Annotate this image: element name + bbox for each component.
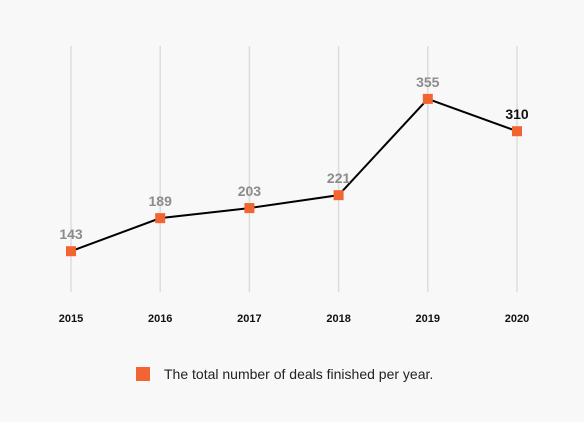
- x-tick-label-2019: 2019: [416, 313, 440, 325]
- legend-label: The total number of deals finished per y…: [164, 366, 434, 382]
- x-tick-label-2015: 2015: [59, 313, 83, 325]
- x-tick-label-2018: 2018: [326, 313, 350, 325]
- data-point-2020: [512, 126, 522, 137]
- data-point-2019: [422, 93, 433, 104]
- data-labels: 143 189 203 221 355 310: [59, 74, 529, 242]
- data-point-2017: [244, 203, 255, 214]
- data-label-2019: 355: [416, 74, 440, 90]
- x-tick-label-2020: 2020: [505, 313, 529, 325]
- grid-lines: [70, 46, 518, 292]
- legend: The total number of deals finished per y…: [136, 366, 433, 382]
- data-label-2020: 310: [505, 106, 529, 122]
- x-tick-label-2016: 2016: [148, 313, 172, 325]
- x-tick-label-2017: 2017: [237, 313, 261, 325]
- series-line-layer: [70, 97, 518, 253]
- data-point-2015: [66, 246, 76, 257]
- data-label-2016: 189: [149, 193, 173, 209]
- data-point-2018: [333, 190, 344, 201]
- data-point-2016: [155, 213, 166, 224]
- series-line: [70, 97, 518, 253]
- data-label-2017: 203: [238, 183, 262, 199]
- legend-swatch: [136, 367, 150, 381]
- data-label-2018: 221: [327, 170, 351, 186]
- x-axis-ticks: 2015 2016 2017 2018 2019 2020: [59, 313, 529, 325]
- data-label-2015: 143: [59, 226, 83, 242]
- markers: [66, 93, 522, 257]
